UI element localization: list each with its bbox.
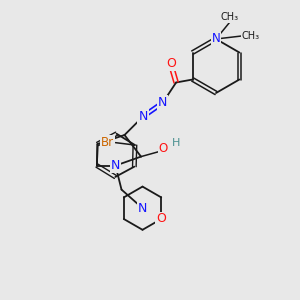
Text: O: O <box>159 142 168 155</box>
Text: CH₃: CH₃ <box>220 12 238 22</box>
Text: N: N <box>158 96 167 110</box>
Text: H: H <box>172 138 181 148</box>
Text: O: O <box>156 212 166 226</box>
Text: N: N <box>138 110 148 123</box>
Text: O: O <box>166 57 176 70</box>
Text: CH₃: CH₃ <box>242 31 260 41</box>
Text: N: N <box>212 32 220 46</box>
Text: Br: Br <box>100 136 114 149</box>
Text: N: N <box>138 202 147 215</box>
Text: N: N <box>138 202 147 215</box>
Text: N: N <box>111 159 120 172</box>
